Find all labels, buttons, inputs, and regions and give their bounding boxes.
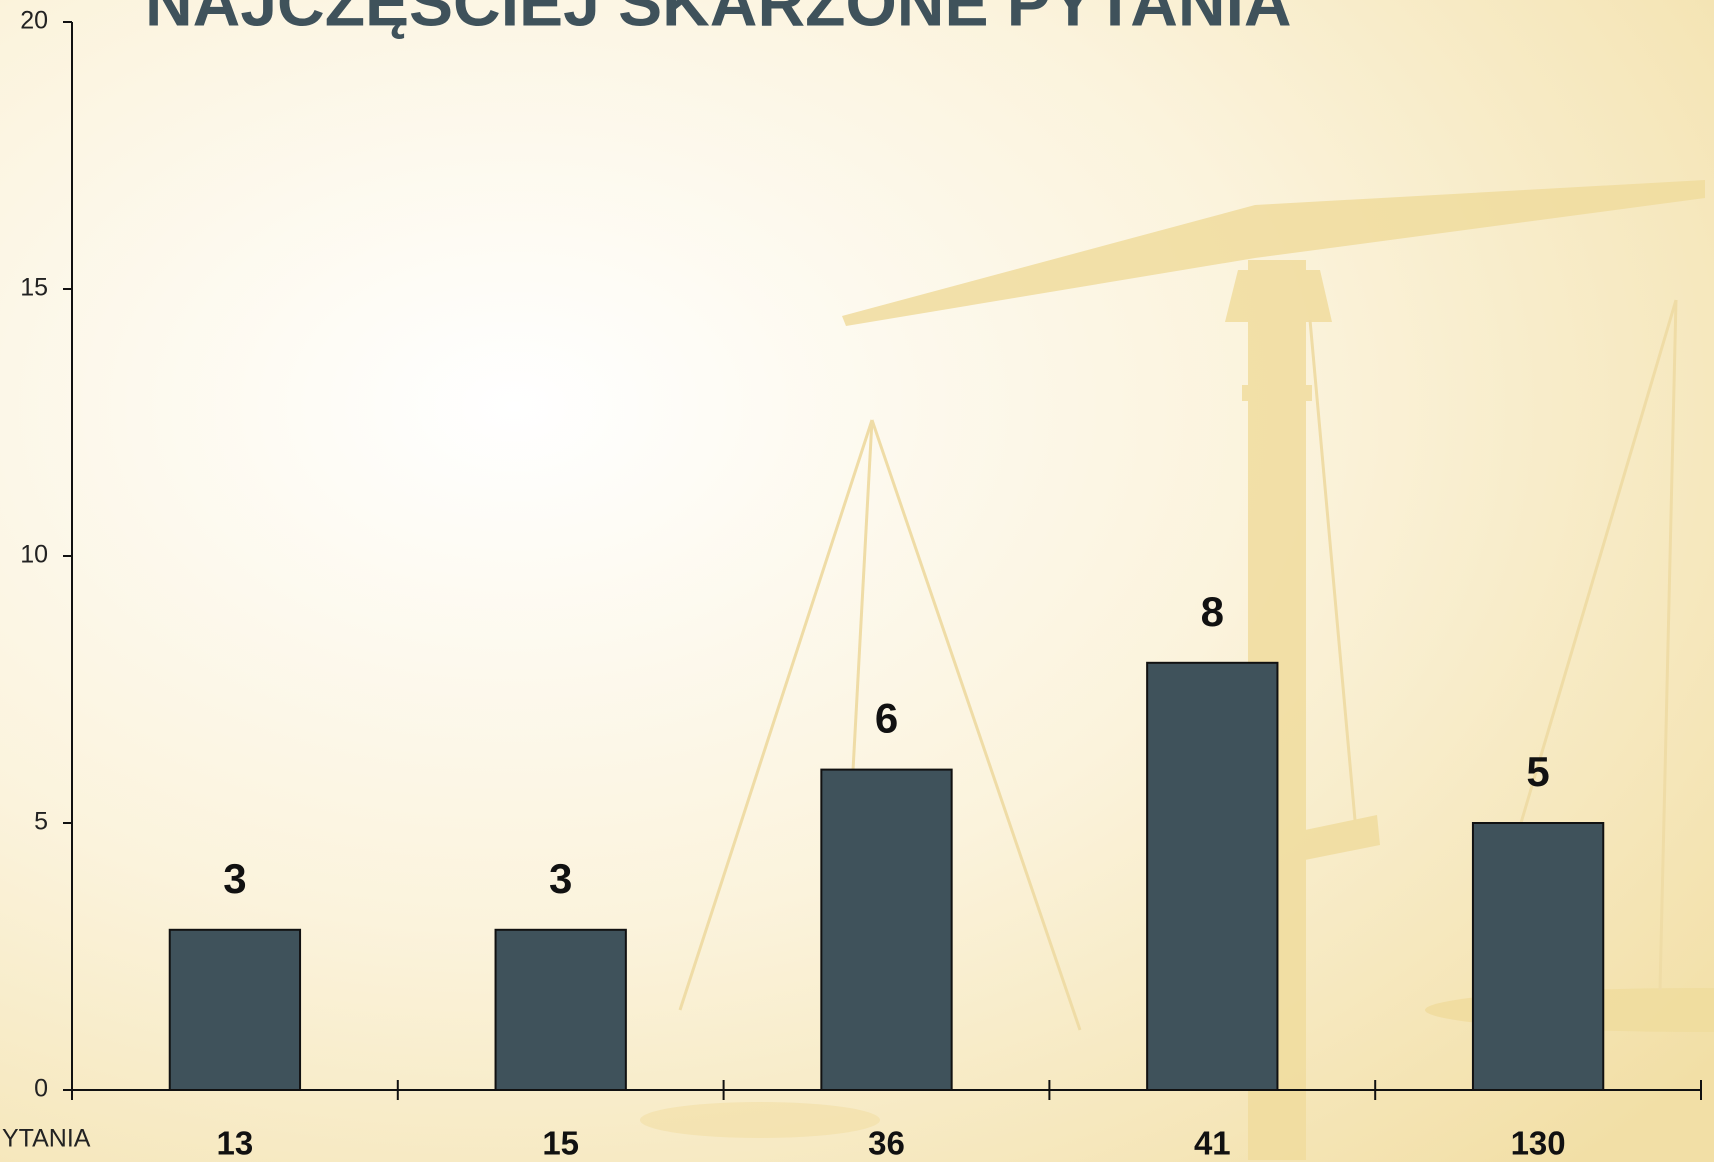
x-tick-label: 130 bbox=[1511, 1125, 1566, 1162]
bar bbox=[494, 928, 627, 1091]
bar bbox=[1471, 822, 1605, 1091]
value-label: 5 bbox=[1526, 748, 1549, 795]
value-label: 6 bbox=[875, 695, 898, 742]
y-tick-label: 15 bbox=[20, 274, 48, 302]
y-tick-label: 10 bbox=[20, 541, 48, 569]
bar bbox=[820, 768, 953, 1091]
bar bbox=[1146, 661, 1279, 1091]
x-tick-label: 15 bbox=[542, 1125, 579, 1162]
y-tick-label: 5 bbox=[34, 808, 48, 836]
y-tick-label: 0 bbox=[34, 1075, 48, 1103]
x-tick-label: 41 bbox=[1194, 1125, 1231, 1162]
bar bbox=[168, 928, 302, 1091]
chart-title: NAJCZĘŚCIEJ SKARŻONE PYTANIA bbox=[145, 0, 1292, 39]
value-label: 3 bbox=[223, 855, 246, 902]
value-label: 8 bbox=[1201, 588, 1224, 635]
x-tick-label: 13 bbox=[217, 1125, 254, 1162]
x-tick-label: 36 bbox=[868, 1125, 905, 1162]
value-label: 3 bbox=[549, 855, 572, 902]
y-tick-label: 20 bbox=[20, 7, 48, 35]
x-axis-label: YTANIA bbox=[2, 1125, 91, 1153]
